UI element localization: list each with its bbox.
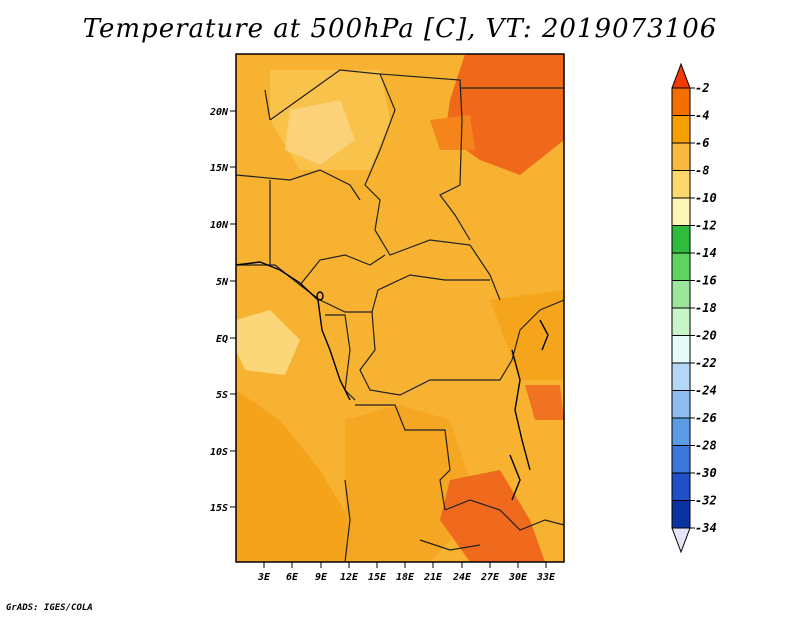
grads-credit: GrADS: IGES/COLA [6, 603, 93, 613]
colorbar-swatch [671, 87, 691, 116]
lat-tick-label: 15N [210, 163, 229, 174]
lat-tick-label: 15S [210, 503, 228, 514]
colorbar-label: -12 [695, 219, 717, 233]
colorbar: -2 -4 -6 -8 -10 -12 -14 -16 -18 -20 -22 -24 -26 -28 -3… [671, 62, 717, 554]
colorbar-label: -24 [695, 384, 717, 398]
lat-axis [230, 110, 236, 508]
colorbar-label: -32 [695, 494, 717, 508]
lat-tick-label: 10S [210, 447, 228, 458]
colorbar-swatch [671, 170, 691, 199]
lat-tick-label: 10N [210, 220, 229, 231]
lat-tick-label: 5S [216, 390, 228, 401]
colorbar-swatch [671, 390, 691, 419]
colorbar-label: -10 [695, 191, 717, 205]
colorbar-swatch [671, 252, 691, 281]
colorbar-swatch [671, 225, 691, 254]
colorbar-swatch [671, 115, 691, 144]
map-frame [235, 53, 565, 563]
map-title: Temperature at 500hPa [C], VT: 201907310… [82, 14, 718, 44]
country-borders [235, 69, 565, 563]
colorbar-swatch [671, 445, 691, 474]
colorbar-swatch [671, 142, 691, 171]
colorbar-label: -30 [695, 466, 717, 480]
colorbar-label: -18 [695, 301, 717, 315]
colorbar-swatch [671, 500, 691, 529]
lon-tick-label: 12E [340, 572, 359, 583]
lat-tick-label: EQ [216, 334, 228, 345]
lon-tick-label: 9E [315, 572, 328, 583]
colorbar-label: -4 [695, 109, 709, 123]
coastlines [235, 261, 549, 501]
colorbar-swatch [671, 362, 691, 391]
temperature-field [236, 54, 564, 562]
colorbar-swatch [671, 335, 691, 364]
colorbar-label: -2 [695, 81, 709, 95]
lon-tick-label: 27E [480, 572, 500, 583]
colorbar-label: -26 [695, 411, 717, 425]
colorbar-swatch [671, 197, 691, 226]
lon-tick-label: 3E [257, 572, 271, 583]
lon-axis [263, 562, 547, 568]
lon-tick-label: 24E [452, 572, 472, 583]
colorbar-label: -6 [695, 136, 709, 150]
lat-tick-label: 20N [209, 107, 229, 118]
colorbar-top-arrow [671, 62, 691, 89]
colorbar-label: -22 [695, 356, 717, 370]
colorbar-label: -16 [695, 274, 717, 288]
lon-tick-label: 33E [536, 572, 556, 583]
colorbar-swatch [671, 472, 691, 501]
colorbar-swatch [671, 307, 691, 336]
colorbar-swatch [671, 417, 691, 446]
colorbar-bottom-arrow [671, 527, 691, 554]
colorbar-label: -14 [695, 246, 717, 260]
colorbar-label: -34 [695, 521, 717, 535]
lon-tick-label: 30E [508, 572, 528, 583]
lon-tick-label: 21E [423, 572, 443, 583]
colorbar-swatch [671, 280, 691, 309]
colorbar-label: -28 [695, 439, 717, 453]
lon-tick-label: 18E [396, 572, 415, 583]
lon-tick-label: 15E [368, 572, 387, 583]
colorbar-label: -20 [695, 329, 717, 343]
lon-tick-label: 6E [286, 572, 299, 583]
colorbar-label: -8 [695, 164, 709, 178]
lat-tick-label: 5N [216, 277, 229, 288]
